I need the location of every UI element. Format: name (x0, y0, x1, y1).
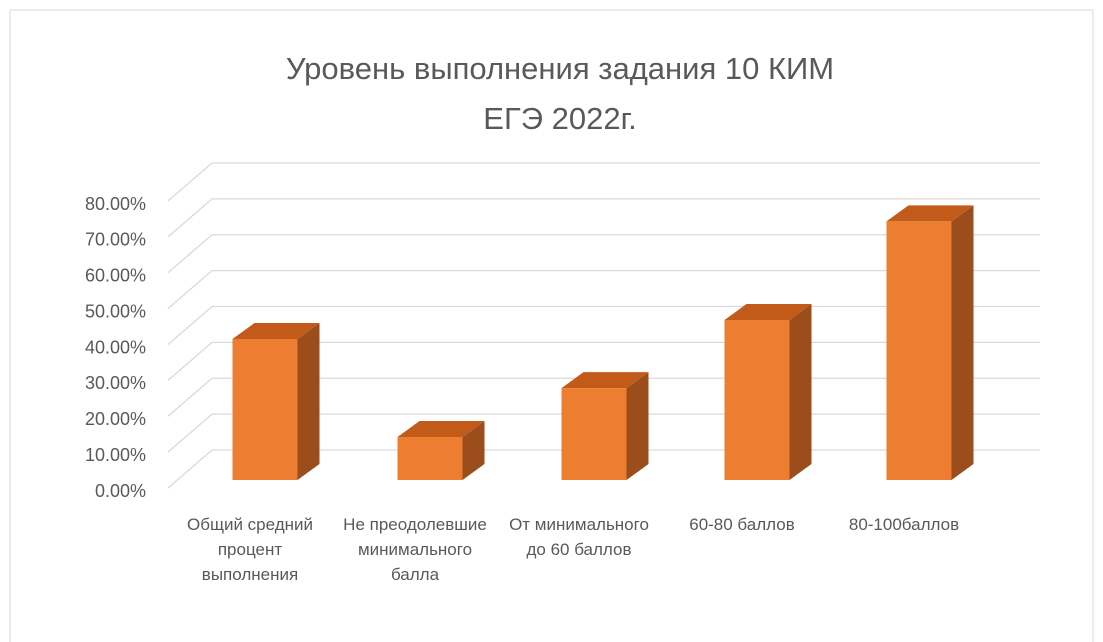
bar-side (789, 303, 812, 480)
bar-side (626, 372, 649, 480)
bar (724, 303, 812, 480)
x-tick-label: От минимального до 60 баллов (509, 515, 649, 559)
x-tick-label: Общий средний процент выполнения (187, 515, 313, 584)
x-tick-label: Не преодолевшие минимального балла (343, 515, 487, 584)
grid-line (167, 234, 1040, 274)
bar-front (232, 339, 298, 480)
bar (886, 205, 974, 480)
bar-side (297, 323, 320, 480)
y-tick-label: 10.00% (85, 445, 146, 465)
bar-front (724, 319, 790, 480)
bar-side (951, 205, 974, 480)
y-tick-label: 60.00% (85, 266, 146, 286)
bar-front (561, 388, 627, 480)
chart-border (9, 9, 1094, 642)
y-tick-label: 30.00% (85, 373, 146, 393)
bar-top (886, 205, 974, 222)
bar-top (232, 323, 320, 340)
y-tick-label: 40.00% (85, 337, 146, 357)
bar-front (886, 221, 952, 480)
grid-line (167, 269, 1040, 310)
y-tick-label: 80.00% (85, 194, 146, 214)
bar-top (724, 303, 812, 320)
y-tick-label: 50.00% (85, 301, 146, 321)
grid-line (167, 198, 1040, 238)
bar-top (397, 420, 485, 437)
chart-title: Уровень выполнения задания 10 КИМ ЕГЭ 20… (285, 51, 835, 136)
bar-front (397, 436, 463, 480)
bar (232, 323, 320, 480)
y-tick-label: 0.00% (95, 481, 146, 501)
y-tick-label: 70.00% (85, 230, 146, 250)
bar (561, 372, 649, 480)
bar-side (462, 420, 485, 480)
x-tick-label: 60-80 баллов (689, 515, 795, 534)
bar-top (561, 372, 649, 389)
y-tick-label: 20.00% (85, 409, 146, 429)
grid-line (167, 162, 1040, 202)
bar (397, 420, 485, 480)
x-tick-label: 80-100баллов (848, 515, 960, 534)
